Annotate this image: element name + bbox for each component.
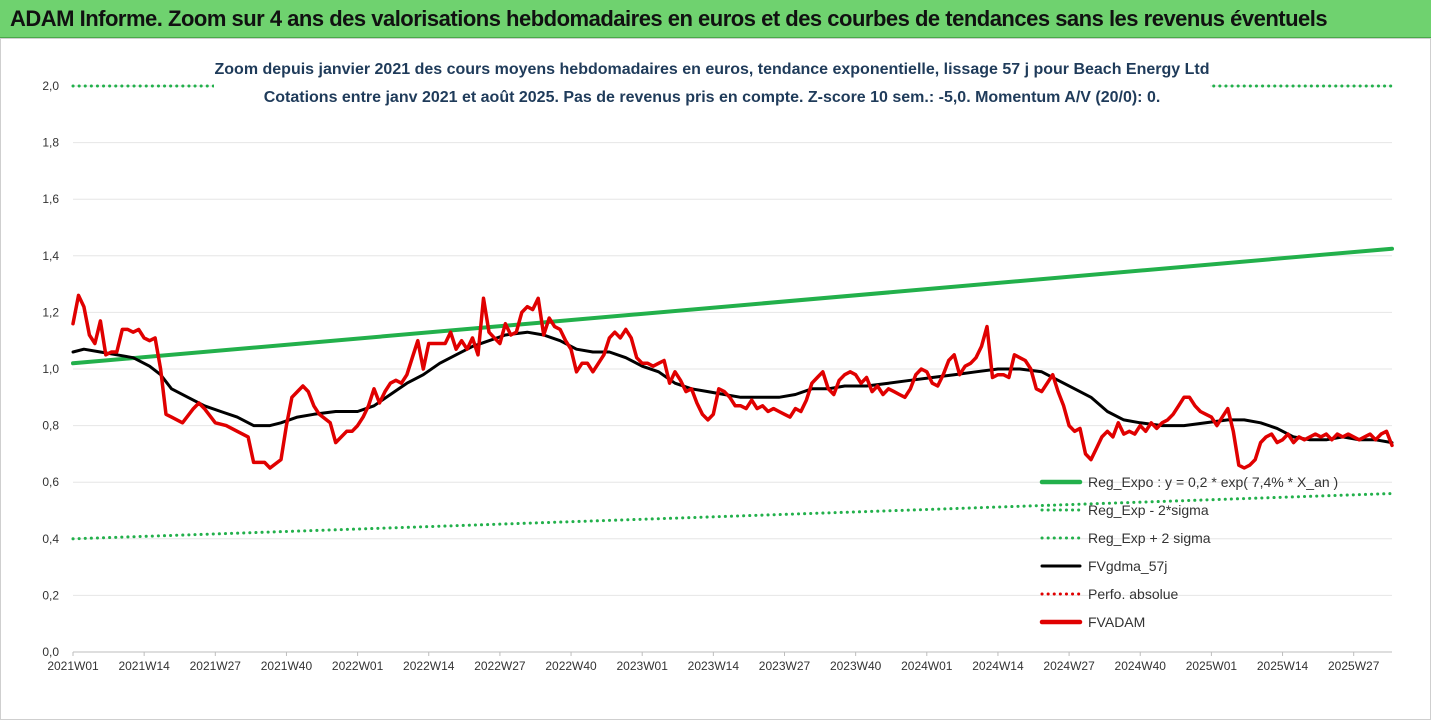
- x-tick-label: 2023W01: [617, 659, 669, 673]
- y-tick-label: 1,2: [42, 305, 59, 319]
- y-tick-label: 1,4: [42, 249, 59, 263]
- report-banner: ADAM Informe. Zoom sur 4 ans des valoris…: [0, 0, 1431, 38]
- y-tick-label: 1,8: [42, 136, 59, 150]
- x-axis-ticks: 2021W01 2021W14 2021W27 2021W40 2022W01 2022W…: [47, 652, 1380, 673]
- x-tick-label: 2021W14: [118, 659, 170, 673]
- x-tick-label: 2023W14: [688, 659, 740, 673]
- x-tick-label: 2022W40: [545, 659, 597, 673]
- x-tick-label: 2021W01: [47, 659, 99, 673]
- x-tick-label: 2023W27: [759, 659, 811, 673]
- y-tick-label: 0,6: [42, 475, 59, 489]
- x-tick-label: 2022W27: [474, 659, 526, 673]
- legend-label: Reg_Expo : y = 0,2 * exp( 7,4% * X_an ): [1088, 474, 1338, 490]
- x-tick-label: 2021W40: [261, 659, 313, 673]
- legend-label: Reg_Exp - 2*sigma: [1088, 502, 1209, 518]
- x-tick-label: 2025W27: [1328, 659, 1380, 673]
- chart-border: [0, 38, 1431, 720]
- legend-label: FVgdma_57j: [1088, 558, 1167, 574]
- chart-title-line-1: Zoom depuis janvier 2021 des cours moyen…: [215, 61, 1210, 78]
- x-tick-label: 2024W14: [972, 659, 1024, 673]
- chart-container: 0,0 0,2 0,4 0,6 0,8 1,0 1,2 1,4 1,6 1,8 2,0 2021W0…: [0, 38, 1431, 720]
- y-axis-ticks: 0,0 0,2 0,4 0,6 0,8 1,0 1,2 1,4 1,6 1,8 2,0: [42, 79, 59, 659]
- x-tick-label: 2025W01: [1186, 659, 1238, 673]
- series-group: [71, 84, 1394, 541]
- x-tick-label: 2022W14: [403, 659, 455, 673]
- y-tick-label: 0,4: [42, 532, 59, 546]
- x-tick-label: 2024W01: [901, 659, 953, 673]
- legend-label: Reg_Exp + 2 sigma: [1088, 530, 1211, 546]
- x-tick-label: 2022W01: [332, 659, 384, 673]
- series-line-1: [71, 492, 1394, 541]
- report-title: ADAM Informe. Zoom sur 4 ans des valoris…: [10, 6, 1328, 31]
- title-backdrop: [214, 51, 1210, 115]
- legend-label: Perfo. absolue: [1088, 586, 1178, 602]
- x-tick-label: 2023W40: [830, 659, 882, 673]
- chart-title-line-2: Cotations entre janv 2021 et août 2025. …: [264, 89, 1161, 106]
- y-tick-label: 1,6: [42, 192, 59, 206]
- series-line-0: [71, 246, 1394, 366]
- y-tick-label: 0,8: [42, 419, 59, 433]
- x-tick-label: 2021W27: [190, 659, 242, 673]
- line-chart: 0,0 0,2 0,4 0,6 0,8 1,0 1,2 1,4 1,6 1,8 2,0 2021W0…: [0, 38, 1431, 720]
- legend-label: FVADAM: [1088, 614, 1145, 630]
- x-tick-label: 2024W27: [1043, 659, 1095, 673]
- legend: Reg_Expo : y = 0,2 * exp( 7,4% * X_an ) R…: [1039, 474, 1338, 630]
- y-tick-label: 2,0: [42, 79, 59, 93]
- x-tick-label: 2024W40: [1115, 659, 1167, 673]
- y-tick-label: 0,0: [42, 645, 59, 659]
- y-tick-label: 1,0: [42, 362, 59, 376]
- series-line-4: [71, 293, 1394, 470]
- x-tick-label: 2025W14: [1257, 659, 1309, 673]
- y-tick-label: 0,2: [42, 588, 59, 602]
